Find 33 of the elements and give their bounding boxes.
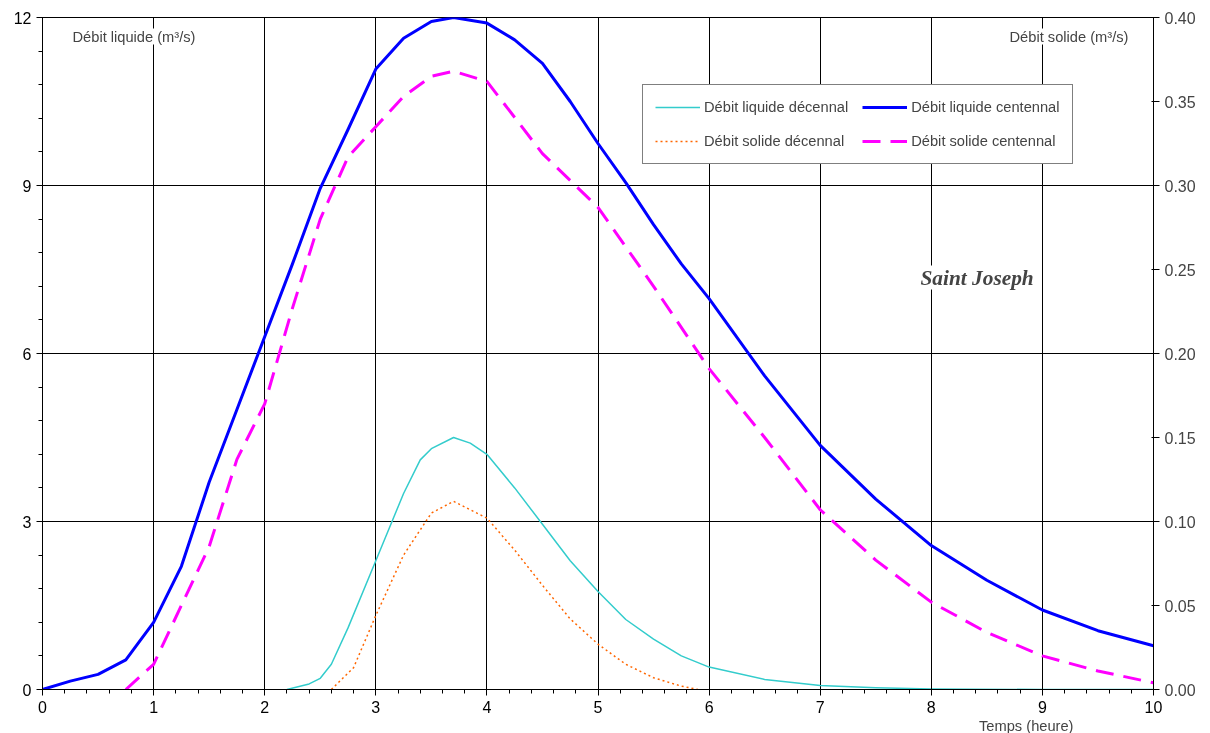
y2-axis-title: Débit solide (m³/s) (1009, 28, 1129, 45)
x-tick-label: 10 (1144, 698, 1163, 716)
x-tick-label: 6 (704, 698, 714, 716)
y2-tick-label: 0.15 (1164, 429, 1196, 447)
y2-tick-label: 0.30 (1164, 177, 1196, 195)
y-tick-label: 3 (22, 513, 32, 531)
y2-tick-label: 0.35 (1164, 93, 1196, 111)
x-tick-label: 3 (371, 698, 381, 716)
y-tick-label: 0 (22, 681, 32, 699)
x-tick-label: 4 (482, 698, 492, 716)
x-axis-title: Temps (heure) (979, 717, 1074, 733)
y-tick-label: 12 (13, 9, 32, 27)
legend-label: Débit liquide centennal (911, 99, 1060, 115)
x-tick-label: 1 (149, 698, 159, 716)
x-tick-label: 5 (593, 698, 603, 716)
annotation: Saint Joseph (920, 265, 1034, 290)
x-tick-label: 0 (38, 698, 48, 716)
y2-tick-label: 0.40 (1164, 9, 1196, 27)
y-tick-label: 6 (22, 345, 32, 363)
x-tick-label: 9 (1037, 698, 1047, 716)
legend-label: Débit liquide décennal (704, 99, 849, 115)
y2-tick-label: 0.25 (1164, 261, 1196, 279)
x-tick-label: 8 (926, 698, 936, 716)
y-axis-title: Débit liquide (m³/s) (72, 28, 196, 45)
x-tick-label: 7 (815, 698, 825, 716)
legend-label: Débit solide centennal (911, 133, 1056, 149)
legend-label: Débit solide décennal (704, 133, 845, 149)
y2-tick-label: 0.20 (1164, 345, 1196, 363)
x-tick-label: 2 (260, 698, 270, 716)
y2-tick-label: 0.05 (1164, 597, 1196, 615)
y2-tick-label: 0.00 (1164, 681, 1196, 699)
y-tick-label: 9 (22, 177, 32, 195)
y2-tick-label: 0.10 (1164, 513, 1196, 531)
